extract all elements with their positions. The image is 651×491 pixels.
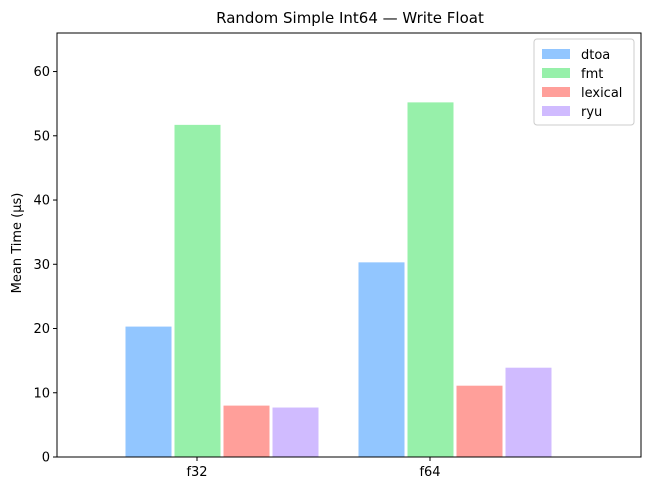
legend: dtoa fmt lexical ryu xyxy=(533,38,635,126)
y-tick-label: 30 xyxy=(33,258,50,273)
bar-lexical-f32 xyxy=(223,405,270,457)
legend-swatch-fmt xyxy=(542,68,570,78)
y-axis-label: Mean Time (µs) xyxy=(10,193,25,294)
x-tick-label: f64 xyxy=(419,465,440,480)
legend-label-lexical: lexical xyxy=(581,86,622,101)
y-tick-label: 20 xyxy=(33,322,50,337)
y-tick-label: 0 xyxy=(42,451,50,466)
y-tick-label: 50 xyxy=(33,129,50,144)
bar-lexical-f64 xyxy=(456,385,503,457)
y-tick-label: 10 xyxy=(33,386,50,401)
bar-ryu-f32 xyxy=(272,407,319,457)
y-tick-label: 40 xyxy=(33,194,50,209)
bar-dtoa-f32 xyxy=(125,326,172,457)
bar-ryu-f64 xyxy=(505,367,552,457)
bars-group xyxy=(125,102,552,457)
plot-frame xyxy=(56,32,642,458)
axes-group: 0 10 20 30 40 50 60 f32 f64 xyxy=(33,32,642,480)
legend-label-fmt: fmt xyxy=(581,67,603,82)
legend-label-dtoa: dtoa xyxy=(581,48,610,63)
chart-title: Random Simple Int64 — Write Float xyxy=(216,9,484,27)
bar-fmt-f32 xyxy=(174,124,221,457)
bar-fmt-f64 xyxy=(407,102,454,457)
x-tick-label: f32 xyxy=(186,465,207,480)
legend-swatch-lexical xyxy=(542,87,570,97)
bar-dtoa-f64 xyxy=(358,262,405,457)
legend-label-ryu: ryu xyxy=(581,105,602,120)
legend-swatch-dtoa xyxy=(542,49,570,59)
y-tick-label: 60 xyxy=(33,65,50,80)
legend-box xyxy=(533,38,635,126)
legend-swatch-ryu xyxy=(542,106,570,116)
